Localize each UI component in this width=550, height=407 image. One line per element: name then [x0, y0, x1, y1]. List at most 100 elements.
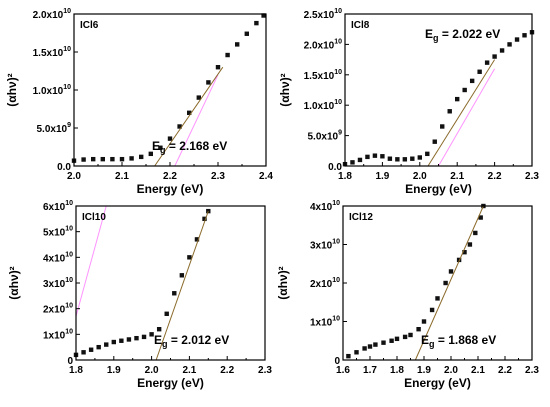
y-tick-exponent: 10	[63, 8, 71, 15]
y-tick-exponent: 10	[332, 316, 340, 323]
x-tick-label: 1.8	[390, 365, 404, 376]
y-tick-exponent: 10	[65, 277, 73, 284]
y-tick-mantissa: 1.0x10	[304, 101, 335, 112]
fit-line	[155, 210, 209, 361]
data-point	[111, 339, 116, 345]
y-axis-title: (αhν)²	[7, 266, 21, 299]
y-tick-label: 5.0x109	[37, 122, 72, 135]
data-point	[448, 269, 454, 274]
y-tick-exponent: 10	[334, 99, 342, 106]
y-tick-exponent: 9	[338, 130, 342, 137]
x-tick-label: 2.2	[163, 171, 177, 182]
data-point	[492, 54, 497, 59]
x-tick-label: 2.2	[220, 365, 234, 376]
data-point	[507, 42, 512, 47]
y-tick-mantissa: 0	[334, 356, 340, 367]
y-tick-label: 2x1010	[310, 277, 340, 290]
data-point	[421, 319, 427, 324]
data-point	[395, 157, 400, 162]
x-tick-label: 2.1	[182, 365, 196, 376]
data-point	[206, 80, 211, 85]
y-tick-exponent: 10	[63, 84, 71, 91]
data-point	[473, 230, 478, 236]
x-tick-label: 2.3	[525, 365, 539, 376]
y-tick-exponent: 10	[65, 328, 73, 335]
panel-icl12: 1.6 1.7 1.8 1.9 2.0 2.1 2.2 2.301x10102x10103x1…	[276, 200, 539, 390]
data-point	[129, 156, 134, 161]
band-gap-base: E	[152, 139, 160, 153]
data-point	[158, 145, 163, 150]
x-tick-label: 2.2	[488, 171, 502, 182]
sample-label: ICl12	[349, 212, 373, 223]
data-point	[202, 216, 207, 222]
x-tick-label: 2.0	[67, 171, 81, 182]
x-axis-title: Energy (eV)	[137, 376, 204, 390]
x-tick-label: 2.1	[115, 171, 129, 182]
x-tick-label: 1.6	[336, 365, 350, 376]
x-axis-title: Energy (eV)	[404, 376, 471, 390]
y-tick-mantissa: 5.0x10	[308, 132, 339, 143]
x-axis-title: Energy (eV)	[405, 182, 472, 196]
x-tick-label: 2.0	[444, 365, 458, 376]
data-point	[394, 336, 400, 342]
data-point	[350, 160, 355, 165]
y-axis-title: (αhν)²	[276, 266, 290, 299]
guide-line	[174, 74, 219, 167]
data-point	[235, 42, 240, 47]
data-point	[402, 157, 408, 162]
y-tick-mantissa: 0.0	[57, 162, 71, 173]
sample-label: ICl10	[82, 212, 106, 223]
data-point	[179, 273, 185, 278]
data-point	[367, 344, 373, 349]
y-tick-mantissa: 3x10	[43, 279, 66, 290]
data-point	[254, 20, 259, 26]
y-tick-mantissa: 0	[67, 356, 73, 367]
data-point	[134, 335, 139, 341]
data-point	[429, 307, 435, 313]
panel-icl6: 2.0 2.1 2.2 2.3 2.40.05.0x1091.0x10101.5x101…	[5, 8, 273, 196]
y-tick-exponent: 10	[65, 303, 73, 310]
y-tick-label: 5.0x109	[308, 130, 343, 143]
y-tick-label: 5x1010	[43, 226, 73, 239]
y-tick-exponent: 10	[334, 8, 342, 15]
y-tick-label: 2x1010	[43, 303, 73, 316]
x-tick-label: 2.1	[471, 365, 485, 376]
data-point	[88, 347, 94, 352]
data-point	[522, 33, 527, 38]
y-tick-mantissa: 2x10	[43, 305, 66, 316]
data-point	[126, 337, 132, 342]
data-point	[462, 250, 467, 255]
y-tick-label: 0.0	[57, 162, 71, 173]
sample-label: ICl8	[351, 20, 370, 31]
x-axis-title: Energy (eV)	[137, 182, 204, 196]
data-point	[91, 156, 96, 162]
data-point	[244, 31, 249, 36]
y-tick-mantissa: 5.0x10	[37, 124, 68, 135]
data-point	[410, 156, 415, 161]
data-point	[425, 151, 430, 157]
data-point	[148, 151, 153, 157]
x-tick-label: 1.9	[417, 365, 431, 376]
data-point	[432, 139, 437, 144]
y-tick-label: 1.5x1010	[33, 46, 71, 59]
x-tick-label: 1.8	[338, 171, 352, 182]
fit-line	[154, 66, 224, 167]
fit-line	[414, 205, 484, 361]
panel-icl10: 1.8 1.9 2.0 2.1 2.2 2.301x10102x10103x10104x1…	[7, 200, 272, 390]
data-point	[443, 280, 448, 286]
band-gap-sub: g	[433, 33, 439, 43]
y-tick-label: 1.0x1010	[304, 99, 342, 112]
y-tick-mantissa: 4x10	[310, 202, 333, 213]
data-point	[196, 95, 201, 100]
data-point	[402, 334, 408, 340]
band-gap-rest: = 1.868 eV	[435, 333, 497, 347]
x-tick-label: 2.2	[498, 365, 512, 376]
data-point	[478, 215, 483, 220]
y-tick-exponent: 10	[332, 239, 340, 246]
band-gap-label: Eg = 2.168 eV	[152, 139, 227, 155]
y-tick-exponent: 10	[332, 277, 340, 284]
y-tick-mantissa: 0.0	[328, 162, 342, 173]
data-point	[408, 332, 413, 338]
data-point	[440, 124, 445, 129]
